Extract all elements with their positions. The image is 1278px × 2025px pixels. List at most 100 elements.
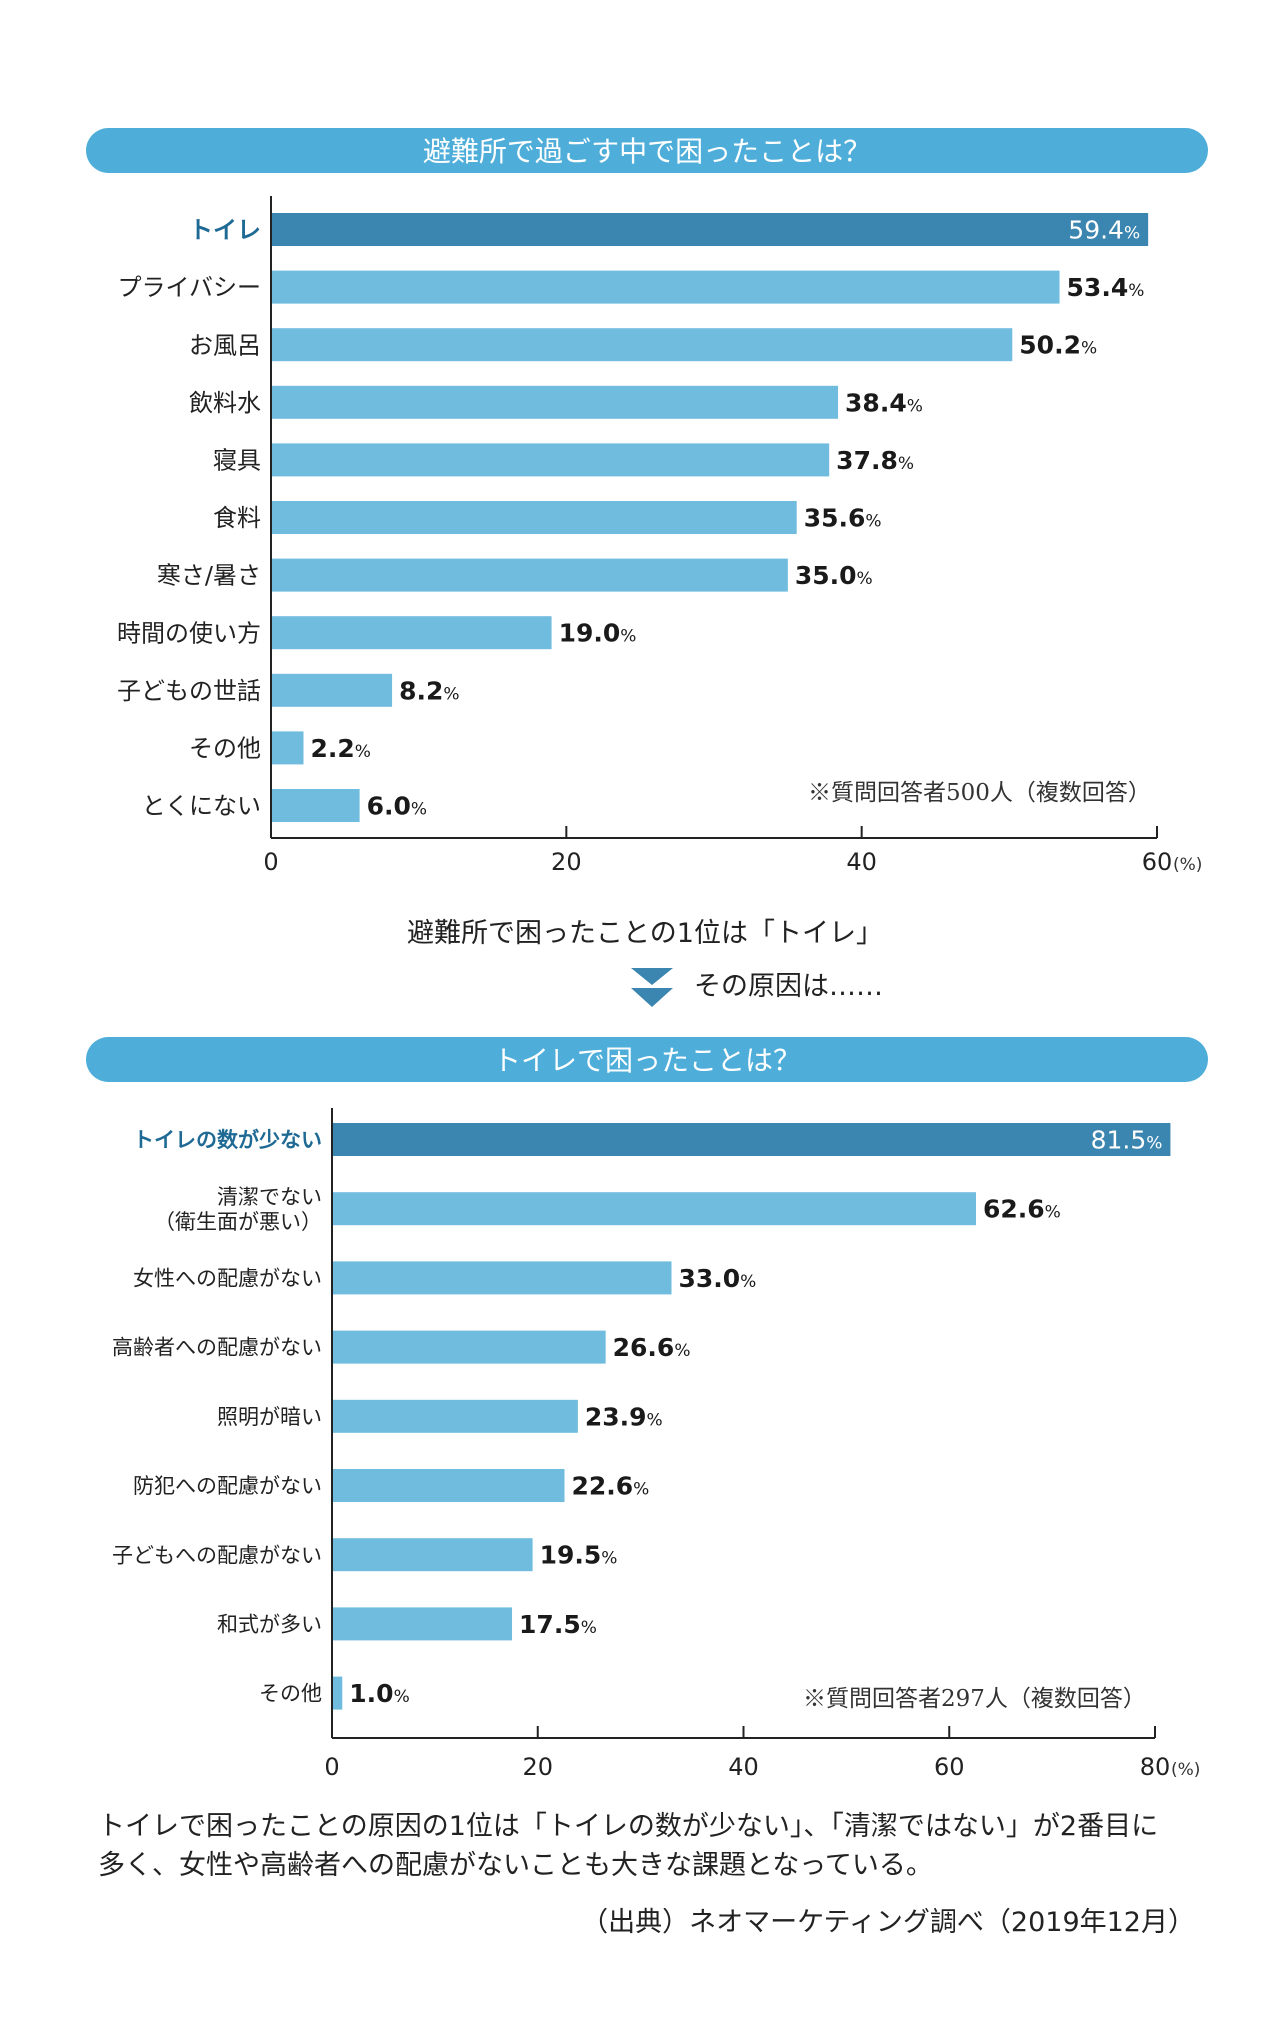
category-label: 食料 — [213, 504, 261, 532]
category-label: トイレ — [189, 216, 261, 244]
category-label: 照明が暗い — [217, 1405, 322, 1429]
value-label: 1.0% — [349, 1679, 409, 1708]
value-unit: % — [1045, 1203, 1061, 1223]
value-number: 38.4 — [845, 388, 907, 417]
value-number: 62.6 — [983, 1195, 1045, 1224]
value-number: 81.5 — [1091, 1126, 1147, 1155]
bar — [332, 1399, 578, 1433]
x-axis-unit: (%) — [1173, 855, 1202, 875]
value-unit: % — [907, 396, 923, 416]
value-label: 38.4% — [845, 388, 923, 417]
value-unit: % — [620, 627, 636, 647]
bar — [332, 1192, 976, 1226]
value-number: 2.2 — [310, 734, 354, 763]
value-label: 33.0% — [678, 1264, 756, 1293]
chart2-title: トイレで困ったことは？ — [493, 1044, 801, 1077]
value-label: 22.6% — [571, 1472, 649, 1501]
value-label: 35.0% — [795, 561, 873, 590]
category-label: 子どもの世話 — [117, 677, 261, 705]
value-number: 19.0 — [559, 619, 621, 648]
category-label: 子どもへの配慮がない — [112, 1543, 322, 1567]
category-label: とくにない — [142, 792, 261, 820]
category-label: （衛生面が悪い） — [154, 1210, 322, 1234]
respondent-note: ※質問回答者297人（複数回答） — [803, 1686, 1146, 1712]
category-label: 女性への配慮がない — [133, 1266, 322, 1290]
source-citation: （出典）ネオマーケティング調べ（2019年12月） — [581, 1907, 1195, 1938]
chart1: トイレ 59.4% プライバシー 53.4% お風呂 50.2% 飲料水 38.4% 寝具 37.… — [117, 196, 1202, 876]
value-label: 17.5% — [519, 1610, 597, 1639]
value-number: 1.0 — [349, 1679, 393, 1708]
bar — [332, 1607, 513, 1641]
value-unit: % — [647, 1410, 663, 1430]
transition-lead: その原因は…… — [694, 971, 883, 1002]
value-label: 37.8% — [836, 446, 914, 475]
bar — [271, 385, 839, 419]
bar — [332, 1538, 533, 1572]
value-number: 37.8 — [836, 446, 898, 475]
value-label: 35.6% — [804, 504, 882, 533]
category-label: お風呂 — [189, 331, 261, 359]
respondent-note: ※質問回答者500人（複数回答） — [808, 780, 1151, 806]
x-tick-label: 60 — [934, 1753, 965, 1781]
category-label: 飲料水 — [189, 389, 261, 417]
bar — [271, 213, 1149, 246]
conclusion-line-1: トイレで困ったことの原因の1位は「トイレの数が少ない」、「清潔ではない」が2番目… — [98, 1811, 1158, 1842]
value-label: 50.2% — [1019, 331, 1097, 360]
category-label: 寒さ/暑さ — [157, 562, 261, 590]
value-number: 22.6 — [571, 1472, 633, 1501]
value-label: 81.5% — [1091, 1126, 1163, 1155]
bar — [332, 1261, 672, 1295]
chart1-header-pill — [86, 128, 1208, 173]
x-tick-label: 0 — [324, 1753, 339, 1781]
value-number: 26.6 — [613, 1333, 675, 1362]
value-number: 35.6 — [804, 504, 866, 533]
x-tick-label: 80 — [1140, 1753, 1171, 1781]
bar — [332, 1676, 343, 1710]
category-label: その他 — [259, 1682, 322, 1706]
x-axis-unit: (%) — [1171, 1760, 1200, 1780]
category-label: 高齢者への配慮がない — [112, 1336, 322, 1360]
value-unit: % — [857, 569, 873, 589]
value-label: 19.5% — [540, 1541, 618, 1570]
value-label: 59.4% — [1068, 216, 1140, 245]
value-unit: % — [394, 1687, 410, 1707]
category-label: 清潔でない — [217, 1185, 322, 1209]
category-label: 和式が多い — [217, 1612, 322, 1636]
bar — [332, 1469, 565, 1502]
transition-summary: 避難所で困ったことの1位は「トイレ」 — [407, 918, 883, 949]
bar — [271, 270, 1060, 304]
bar — [271, 443, 830, 477]
category-label: トイレの数が少ない — [133, 1128, 322, 1152]
value-label: 23.9% — [585, 1402, 663, 1431]
category-label: プライバシー — [117, 274, 261, 302]
chart2: トイレの数が少ない 81.5% 清潔でない（衛生面が悪い） 62.6% 女性への配慮がな… — [112, 1108, 1200, 1781]
value-label: 26.6% — [613, 1333, 691, 1362]
value-unit: % — [411, 800, 427, 820]
value-unit: % — [898, 454, 914, 474]
bar — [271, 616, 552, 650]
x-tick-label: 20 — [522, 1753, 553, 1781]
value-unit: % — [355, 742, 371, 762]
value-unit: % — [581, 1618, 597, 1638]
value-number: 59.4 — [1068, 216, 1124, 245]
bar — [271, 501, 797, 534]
value-label: 53.4% — [1067, 273, 1145, 302]
category-label: 寝具 — [213, 447, 261, 475]
double-chevron-down-icon — [631, 968, 673, 1007]
value-label: 2.2% — [310, 734, 370, 763]
chart2-header-pill — [86, 1037, 1208, 1082]
value-unit: % — [865, 512, 881, 532]
x-tick-label: 40 — [846, 848, 877, 876]
value-unit: % — [674, 1341, 690, 1361]
bar — [271, 558, 788, 592]
value-unit: % — [1146, 1134, 1162, 1154]
value-unit: % — [1128, 281, 1144, 301]
bar — [332, 1123, 1171, 1156]
value-number: 23.9 — [585, 1402, 647, 1431]
x-tick-label: 0 — [263, 848, 278, 876]
x-tick-label: 60 — [1142, 848, 1173, 876]
bar — [271, 328, 1013, 362]
value-unit: % — [740, 1272, 756, 1292]
category-label: 防犯への配慮がない — [133, 1474, 322, 1498]
